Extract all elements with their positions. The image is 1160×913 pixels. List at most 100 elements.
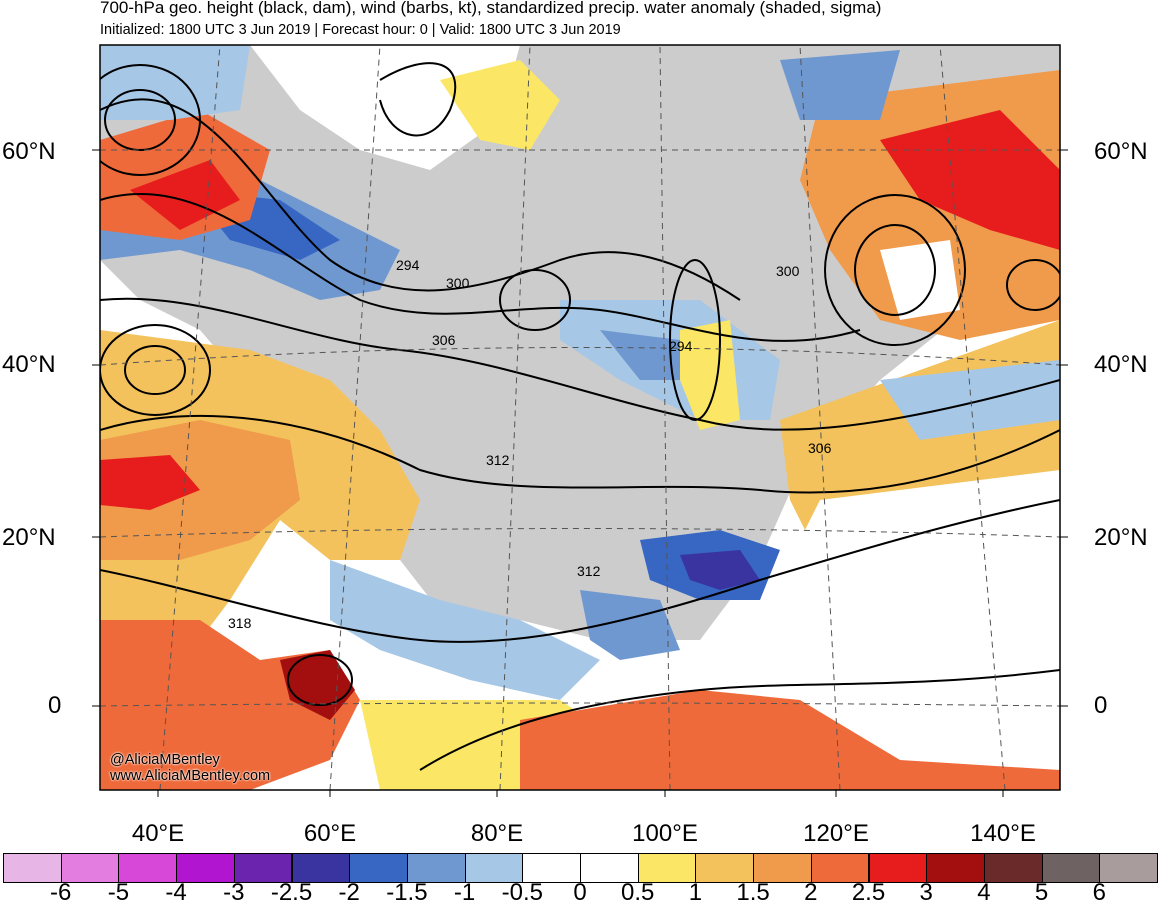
- lon-label: 40°E: [131, 820, 185, 847]
- contour-label: 300: [446, 275, 470, 291]
- colorbar-tick-label: 4: [977, 879, 991, 906]
- colorbar-tick-label: -0.5: [501, 879, 543, 906]
- contour-ridge-north: [379, 62, 457, 137]
- colorbar-tick-label: -4: [165, 879, 187, 906]
- anomaly-pacific-dry: [790, 470, 1060, 640]
- colorbar-swatch: [3, 853, 62, 883]
- colorbar-swatch: [1041, 853, 1101, 883]
- colorbar-tick-label: -5: [107, 879, 130, 906]
- lat-label: 0: [1094, 692, 1108, 719]
- lon-label: 80°E: [470, 820, 524, 847]
- colorbar-tick-label: 0: [573, 879, 587, 906]
- tick-marks: [92, 149, 1068, 797]
- colorbar-swatch: [983, 853, 1043, 883]
- contour-low-europe: [100, 324, 211, 416]
- colorbar-tick-label: 1: [688, 879, 703, 906]
- colorbar-swatch: [233, 853, 293, 883]
- contour-line: [100, 414, 1060, 494]
- contour-low-okhotsk-inner: [854, 224, 936, 316]
- lon-label: 120°E: [803, 820, 869, 847]
- anomaly-atlantic: [100, 45, 250, 120]
- anomaly-japan: [880, 360, 1060, 440]
- colorbar-swatch: [406, 853, 466, 883]
- contour-label: 294: [396, 257, 420, 273]
- credit-url: www.AliciaMBentley.com: [110, 768, 271, 784]
- contour-low-atlantic: [100, 64, 201, 176]
- colorbar-swatch: [349, 853, 408, 883]
- anomaly-indochina: [580, 590, 680, 660]
- lat-label: 20°N: [1094, 524, 1148, 551]
- colorbar-tick-label: 0.5: [621, 879, 655, 906]
- colorbar-swatch: [695, 853, 755, 883]
- anomaly-equatorial: [520, 690, 1060, 790]
- colorbar-swatch: [1099, 853, 1158, 883]
- anomaly-central-asia-yellow: [680, 320, 740, 430]
- lat-label: 20°N: [2, 524, 56, 551]
- colorbar-tick-label: 3: [919, 879, 933, 906]
- colorbar-tick-label: -6: [50, 879, 72, 906]
- colorbar-swatch: [522, 853, 581, 883]
- contour-labels: 294 300 306 312 312 318 294 300 306: [228, 257, 832, 631]
- contour-low-okhotsk: [824, 194, 966, 346]
- lon-line: [939, 45, 1006, 790]
- map-title: 700-hPa geo. height (black, dam), wind (…: [100, 0, 882, 17]
- lat-label: 60°N: [2, 138, 56, 165]
- colorbar-swatch: [60, 853, 120, 883]
- lon-label: 60°E: [303, 820, 357, 847]
- lon-line: [159, 45, 221, 790]
- colorbar-tick-label: 1.5: [736, 879, 770, 906]
- map-subtitle: Initialized: 1800 UTC 3 Jun 2019 | Forec…: [100, 22, 621, 38]
- contour-low-pacific: [1006, 259, 1060, 311]
- lat-label: 40°N: [2, 351, 56, 378]
- contour-trough-asia: [669, 259, 721, 421]
- lon-line: [499, 45, 531, 790]
- colorbar-tick-label: -2.5: [270, 879, 313, 906]
- anomaly-sea-of-okhotsk: [880, 240, 960, 320]
- colorbar-swatch: [926, 853, 985, 883]
- lon-line: [659, 45, 671, 790]
- contour-line: [419, 669, 1060, 771]
- lon-label: 140°E: [970, 820, 1036, 847]
- anomaly-scandinavia-strong: [130, 160, 240, 230]
- credit-handle: @AliciaMBentley: [110, 752, 220, 768]
- lat-label: 0: [48, 692, 62, 719]
- colorbar-swatch: [753, 853, 812, 883]
- contour-label: 294: [669, 338, 693, 354]
- colorbar-swatch: [176, 853, 235, 883]
- colorbar-swatch: [291, 853, 351, 883]
- anomaly-south-china-strong: [680, 550, 760, 590]
- contour-label: 312: [577, 563, 601, 579]
- contour-label: 312: [486, 452, 510, 468]
- contour-line: [100, 297, 1060, 431]
- colorbar-tick-label: 5: [1034, 879, 1049, 906]
- height-contours: [100, 62, 1060, 771]
- colorbar-swatch: [868, 853, 928, 883]
- lon-label: 100°E: [632, 820, 698, 847]
- contour-closed-low-asia: [499, 269, 571, 331]
- contour-label: 318: [228, 615, 252, 631]
- colorbar-swatch: [580, 853, 639, 883]
- colorbar-tick-label: -1.5: [386, 879, 428, 906]
- anomaly-sahara-strong: [100, 455, 200, 510]
- colorbar-tick-label: -2: [338, 879, 360, 906]
- anomaly-siberia-west: [440, 60, 560, 150]
- map-frame: [99, 44, 1061, 791]
- colorbar-swatch: [810, 853, 870, 883]
- colorbar-tick-label: 2.5: [851, 879, 886, 906]
- contour-low-atlantic-inner: [104, 89, 176, 151]
- contour-line: [100, 499, 1060, 643]
- contour-label: 306: [808, 440, 832, 456]
- lat-label: 60°N: [1094, 138, 1148, 165]
- lon-line: [329, 45, 381, 790]
- anomaly-mongolia-strong: [600, 330, 700, 380]
- colorbar-swatch: [464, 853, 524, 883]
- contour-label: 306: [432, 332, 456, 348]
- lat-label: 40°N: [1094, 351, 1148, 378]
- contour-low-europe-inner: [124, 345, 186, 395]
- graticule: [100, 45, 1060, 790]
- lon-line: [799, 45, 841, 790]
- anomaly-arabian-sea: [330, 560, 600, 700]
- contour-label: 300: [776, 263, 800, 279]
- anomaly-east-siberia-strong: [880, 110, 1060, 250]
